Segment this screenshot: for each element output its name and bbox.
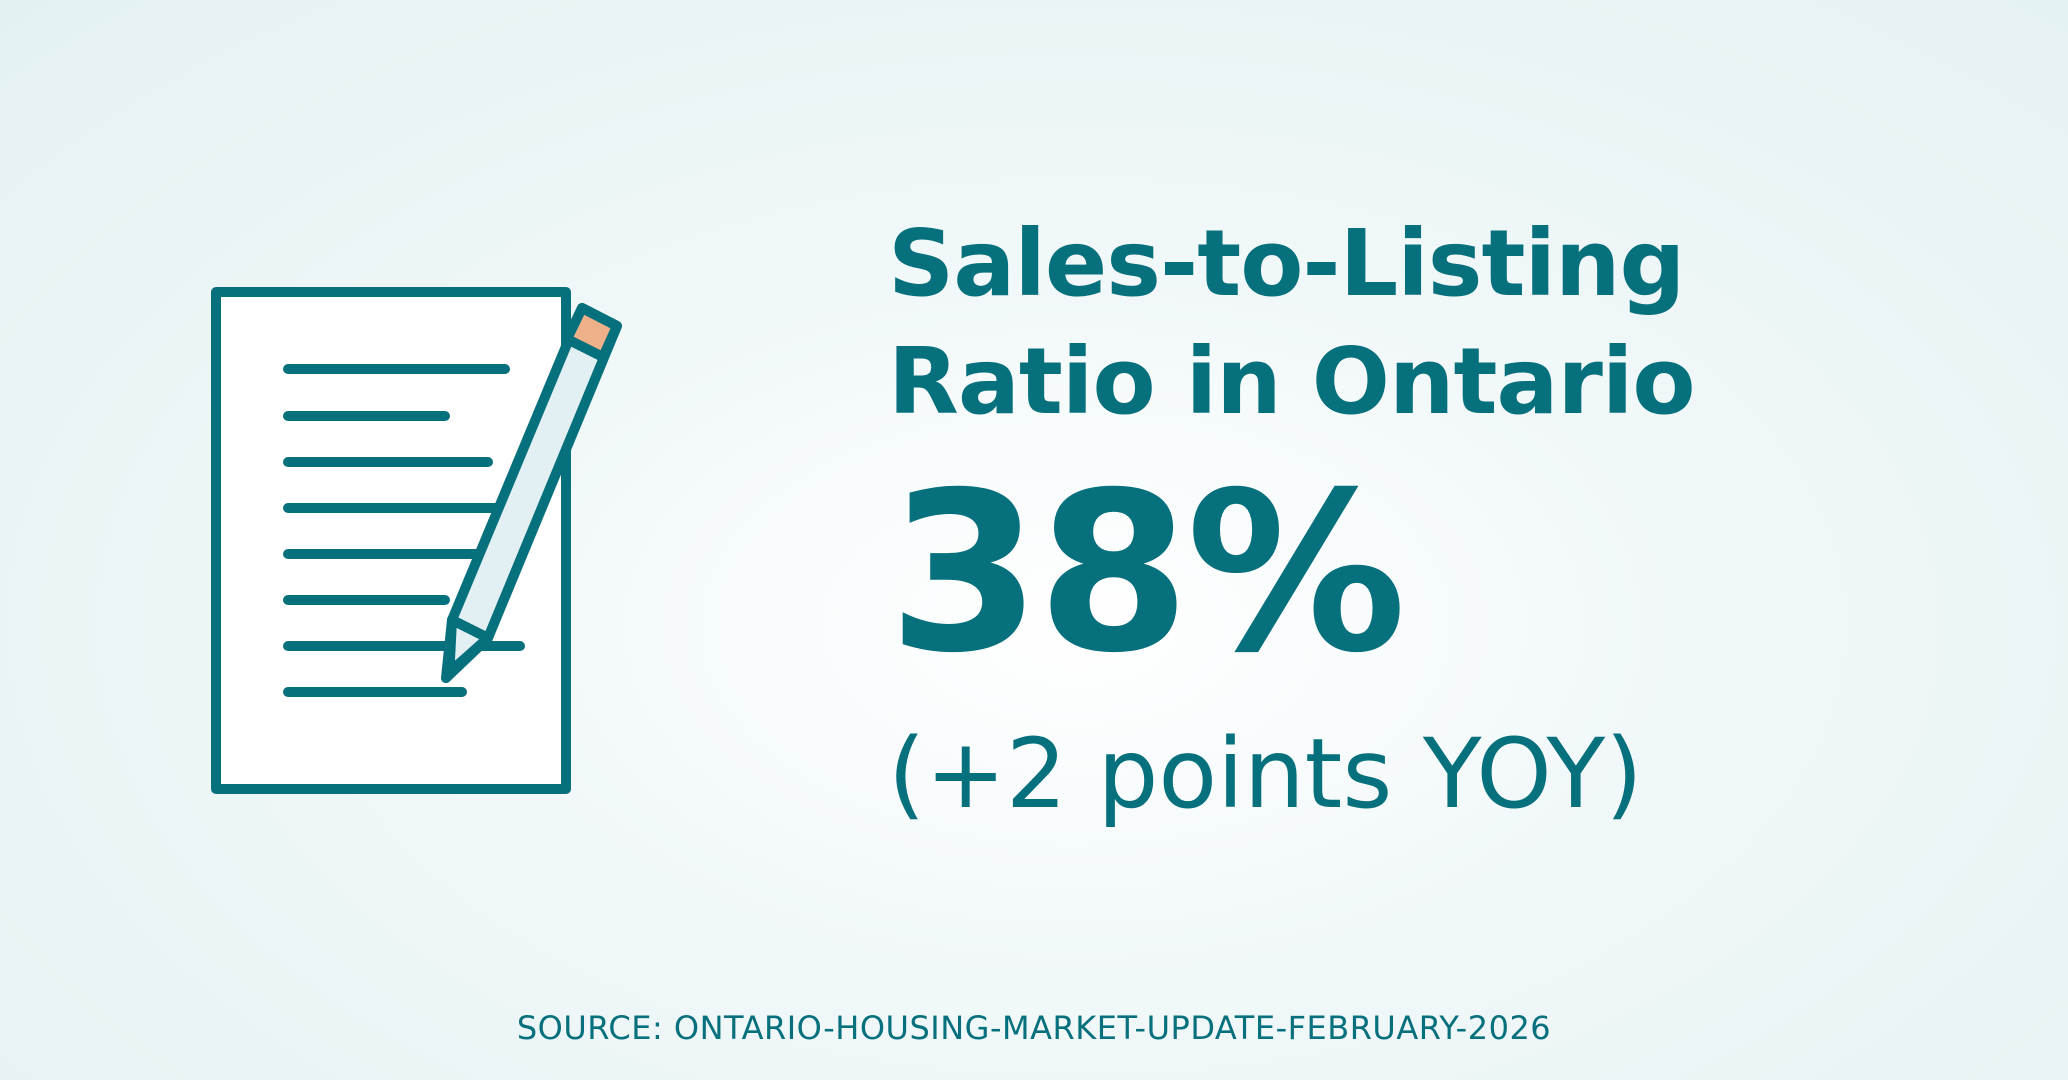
pencil-icon — [441, 303, 622, 683]
stat-change: (+2 points YOY) — [888, 718, 1643, 830]
stat-panel: Sales-to-Listing Ratio in Ontario 38% (+… — [888, 205, 1988, 829]
stat-value: 38% — [888, 445, 1407, 701]
title-line-2: Ratio in Ontario — [888, 328, 1696, 435]
source-citation: SOURCE: ONTARIO-HOUSING-MARKET-UPDATE-FE… — [516, 1009, 1552, 1047]
document-with-pencil-icon — [190, 270, 680, 810]
infographic-title: Sales-to-Listing Ratio in Ontario — [888, 205, 1988, 441]
title-line-1: Sales-to-Listing — [888, 210, 1685, 317]
